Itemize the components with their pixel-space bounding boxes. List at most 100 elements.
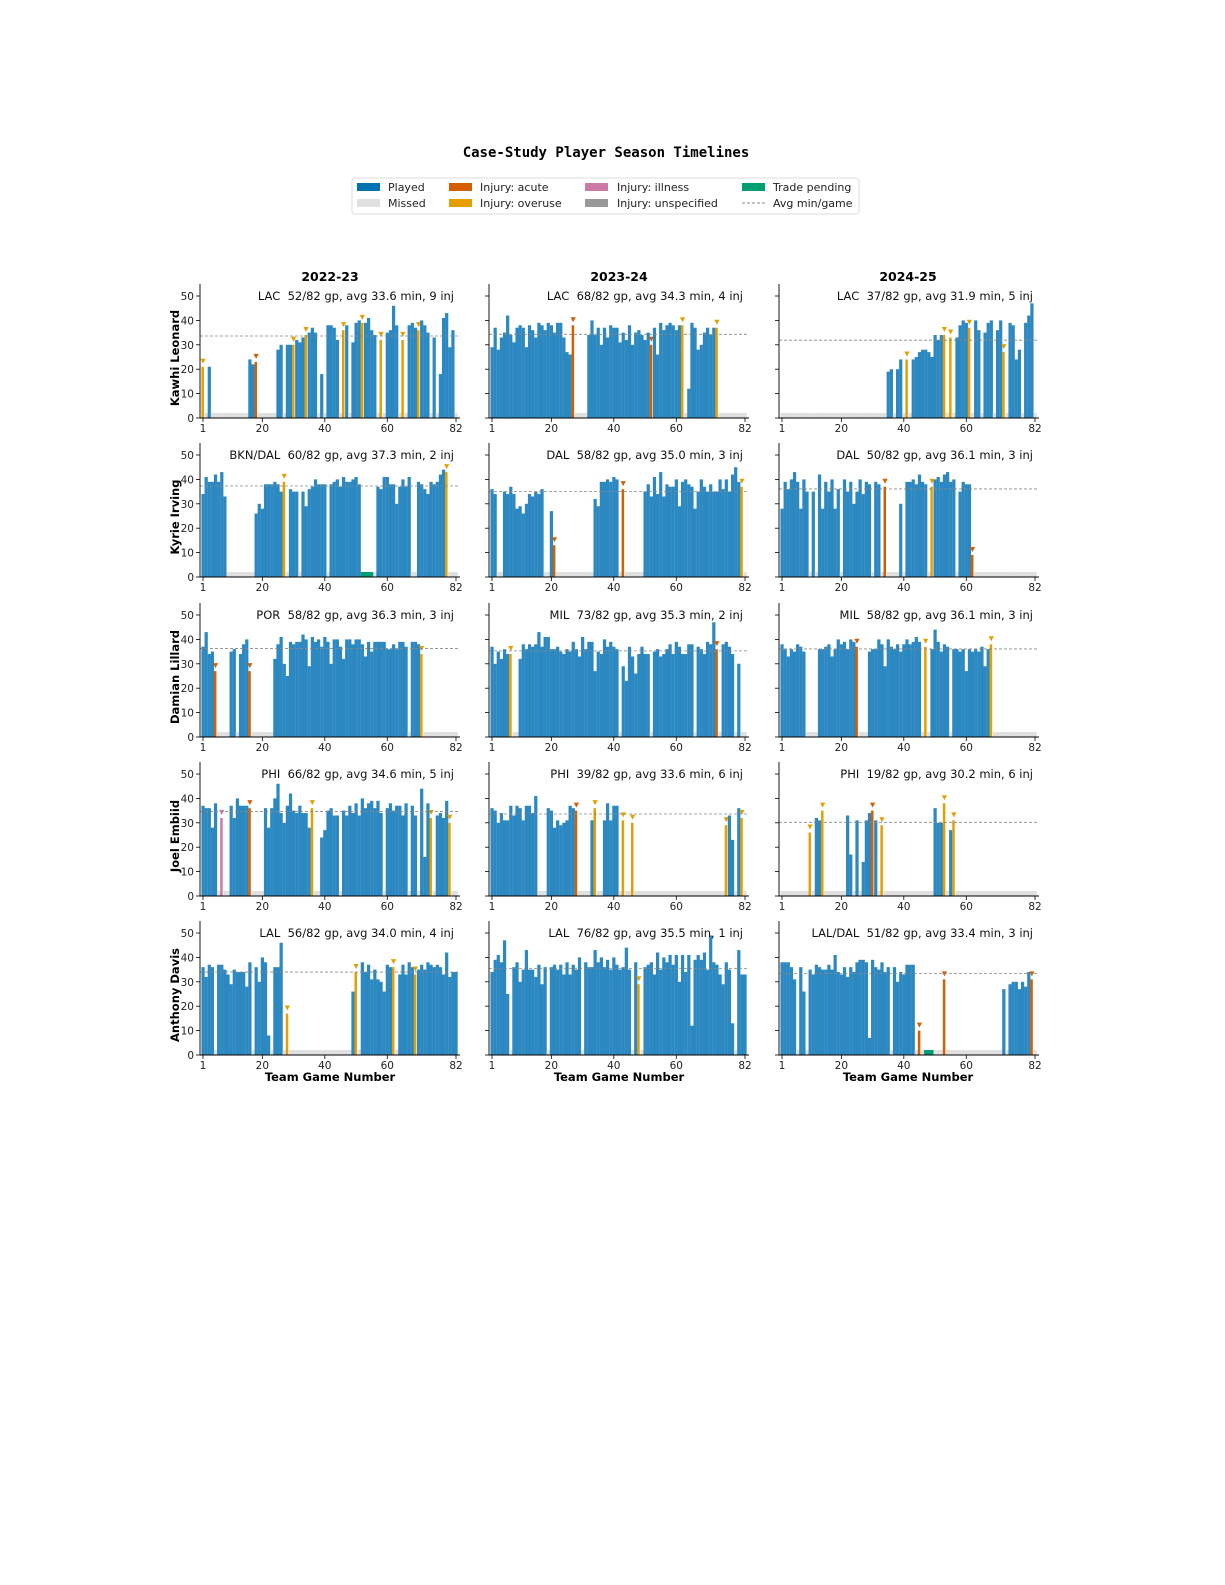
injury-marker <box>679 317 686 323</box>
played-bar <box>712 962 716 1055</box>
played-bar <box>643 339 647 418</box>
missed-mark <box>799 891 803 896</box>
played-bar <box>329 484 333 577</box>
played-bar <box>379 981 383 1055</box>
played-bar <box>413 815 418 896</box>
played-bar <box>326 641 330 737</box>
played-bar <box>796 481 800 577</box>
played-bar <box>204 808 208 896</box>
played-bar <box>370 979 374 1055</box>
played-bar <box>426 494 430 577</box>
played-bar <box>964 484 968 577</box>
played-bar <box>420 484 424 577</box>
played-bar <box>612 476 616 577</box>
played-bar <box>490 972 494 1055</box>
played-bar <box>398 641 402 737</box>
legend-trade: Trade pending <box>772 181 851 194</box>
missed-mark <box>989 1050 994 1055</box>
injury-bar <box>967 327 971 418</box>
y-tick-label: 50 <box>181 928 194 940</box>
missed-mark <box>902 572 906 577</box>
played-bar <box>496 822 500 896</box>
x-tick-label: 82 <box>1028 742 1041 754</box>
played-bar <box>861 494 865 577</box>
played-bar <box>730 474 735 577</box>
missed-mark <box>805 1050 809 1055</box>
played-bar <box>977 330 981 418</box>
played-bar <box>502 332 507 418</box>
missed-mark <box>914 891 919 896</box>
y-tick-label: 40 <box>181 793 194 805</box>
missed-mark <box>877 413 881 418</box>
played-bar <box>1020 981 1025 1055</box>
played-bar <box>687 484 691 577</box>
missed-mark <box>509 1050 513 1055</box>
played-bar <box>416 644 421 737</box>
missed-mark <box>1017 572 1022 577</box>
played-bar <box>671 654 675 737</box>
injury-marker <box>869 802 876 808</box>
missed-mark <box>263 732 268 737</box>
played-bar <box>552 827 557 896</box>
missed-mark <box>251 572 255 577</box>
missed-mark <box>796 891 800 896</box>
panel-stats: MIL 58/82 gp, avg 36.1 min, 3 inj <box>840 608 1033 622</box>
missed-mark <box>630 1050 635 1055</box>
played-bar <box>964 322 968 418</box>
played-bar <box>896 369 900 418</box>
played-bar <box>821 649 825 737</box>
injury-marker <box>636 976 642 982</box>
missed-mark <box>995 1050 1000 1055</box>
played-bar <box>373 335 377 418</box>
played-bar <box>441 817 446 896</box>
played-bar <box>674 641 678 737</box>
played-bar <box>332 481 336 577</box>
played-bar <box>590 820 594 896</box>
played-bar <box>549 649 554 737</box>
x-tick-label: 1 <box>489 742 496 754</box>
played-bar <box>562 974 566 1055</box>
missed-mark <box>584 572 588 577</box>
missed-mark <box>808 572 812 577</box>
played-bar <box>1008 984 1012 1055</box>
played-bar <box>341 810 346 896</box>
played-bar <box>596 327 600 418</box>
missed-mark <box>892 891 897 896</box>
missed-mark <box>432 732 436 737</box>
played-bar <box>410 641 414 737</box>
panel-13: 0 10 20 30 40 50 1 20 40 60 82 LAL 56/82 gp, avg 34… <box>181 921 463 1072</box>
panel-1: 0 10 20 30 40 50 1 20 40 60 82 LAC 52/82 gp, avg 33… <box>181 284 463 435</box>
injury-marker <box>415 322 422 328</box>
played-bar <box>521 644 525 737</box>
played-bar <box>363 972 368 1055</box>
played-bar <box>737 663 741 737</box>
injury-bar <box>621 820 625 896</box>
missed-mark <box>323 413 327 418</box>
played-bar <box>395 649 399 737</box>
played-bar <box>646 484 650 577</box>
missed-mark <box>839 891 844 896</box>
panel-stats: PHI 19/82 gp, avg 30.2 min, 6 inj <box>840 767 1033 781</box>
missed-mark <box>1002 732 1006 737</box>
missed-mark <box>1011 891 1015 896</box>
played-bar <box>509 486 513 577</box>
missed-mark <box>992 413 997 418</box>
missed-mark <box>1008 732 1012 737</box>
x-tick-label: 1 <box>489 901 496 913</box>
played-bar <box>341 476 346 577</box>
played-bar <box>680 481 685 577</box>
injury-bar <box>1030 979 1033 1055</box>
injury-bar <box>970 555 974 577</box>
played-bar <box>388 484 393 577</box>
played-bar <box>423 856 427 896</box>
played-bar <box>936 476 940 577</box>
missed-mark <box>936 1050 940 1055</box>
missed-mark <box>668 891 672 896</box>
played-bar <box>499 337 504 418</box>
played-bar <box>646 332 650 418</box>
missed-mark <box>1017 891 1022 896</box>
played-bar <box>668 486 672 577</box>
missed-mark <box>814 572 819 577</box>
injury-marker <box>340 322 347 328</box>
played-bar <box>317 639 321 737</box>
